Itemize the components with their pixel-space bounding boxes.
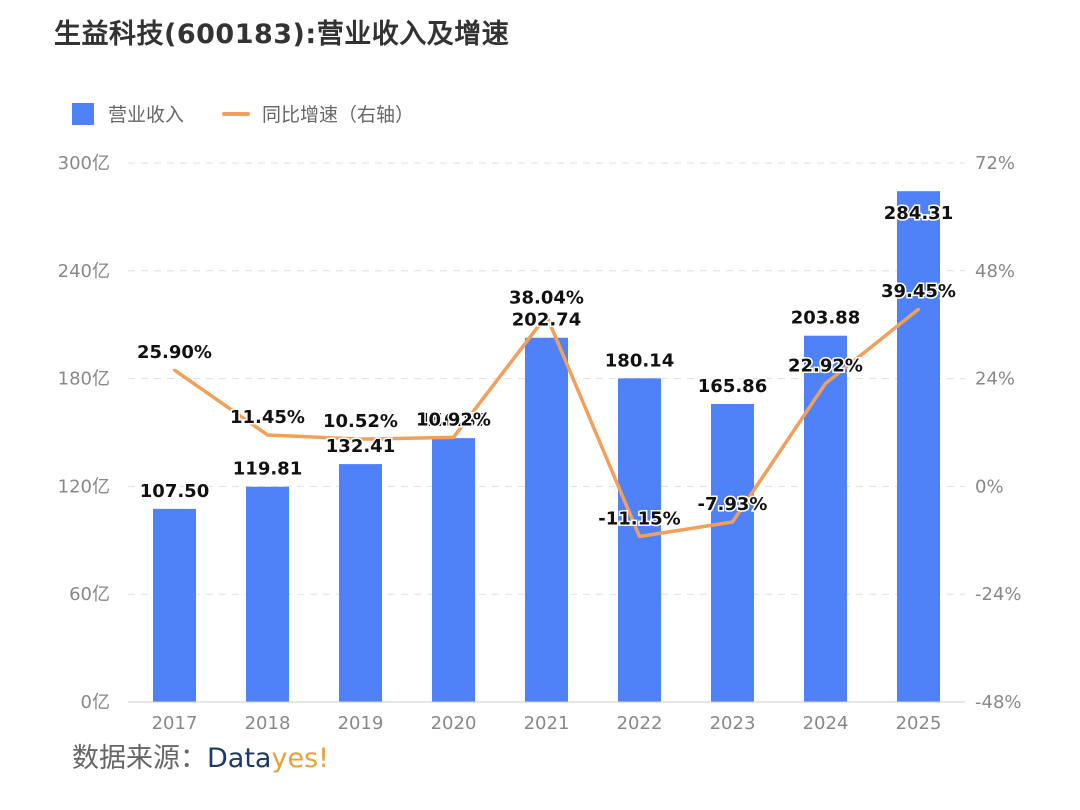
growth-value-label: 25.90% <box>137 342 212 363</box>
growth-value-label: 38.04% <box>509 288 584 309</box>
x-tick-label: 2019 <box>338 713 384 734</box>
bar-value-label: 203.88 <box>791 308 860 329</box>
revenue-bar <box>432 438 475 702</box>
bar-value-label: 119.81 <box>233 459 302 480</box>
growth-point <box>824 381 827 385</box>
growth-value-label: 39.45% <box>881 281 956 302</box>
x-tick-label: 2021 <box>524 713 570 734</box>
growth-value-label: -11.15% <box>598 508 680 529</box>
growth-point <box>452 435 455 439</box>
label-layer: 107.50 119.81 132.41 146.87 202.74 180.14 165.… <box>136 202 958 531</box>
x-tick-label: 2022 <box>617 713 663 734</box>
growth-point <box>917 307 920 311</box>
growth-point <box>173 368 176 372</box>
growth-point <box>638 534 641 538</box>
chart-title: 生益科技(600183):营业收入及增速 <box>54 19 510 50</box>
x-tick-label: 2024 <box>803 713 849 734</box>
bar-value-label: 165.86 <box>698 376 767 397</box>
growth-value-label: -7.93% <box>698 494 768 515</box>
revenue-bar <box>618 378 661 702</box>
line-layer <box>173 307 920 539</box>
revenue-bar <box>153 508 196 702</box>
x-tick-label: 2017 <box>152 713 198 734</box>
axis-layer: 0亿 60亿 120亿 180亿 240亿 300亿 -48% -24% 0% 24% 48% 72%… <box>58 153 1022 734</box>
source-prefix: 数据来源： <box>72 743 207 774</box>
legend: 营业收入 同比增速（右轴） <box>72 100 414 127</box>
y-right-tick-label: -24% <box>975 584 1022 605</box>
growth-value-label: 10.52% <box>323 411 398 432</box>
y-left-tick-label: 60亿 <box>69 584 110 605</box>
y-left-tick-label: 300亿 <box>58 153 110 174</box>
y-right-tick-label: 0% <box>975 476 1004 497</box>
revenue-bar <box>339 464 382 702</box>
revenue-bar <box>804 335 847 702</box>
growth-point <box>359 437 362 441</box>
legend-bar-swatch <box>72 102 94 125</box>
bar-layer <box>153 191 940 702</box>
growth-value-label: 10.92% <box>416 409 491 430</box>
y-right-tick-label: -48% <box>975 692 1022 713</box>
revenue-bar <box>711 404 754 702</box>
bar-value-label: 202.74 <box>512 310 581 331</box>
y-right-tick-label: 72% <box>975 153 1015 174</box>
y-left-tick-label: 0亿 <box>81 692 110 713</box>
legend-line-swatch <box>222 111 251 116</box>
bar-value-label: 146.87 <box>419 410 488 431</box>
x-tick-label: 2023 <box>710 713 756 734</box>
revenue-bar <box>525 337 568 702</box>
growth-point <box>545 314 548 318</box>
bar-value-label: 107.50 <box>140 481 209 502</box>
source-brand-data: Data <box>207 743 272 774</box>
revenue-bar <box>246 486 289 702</box>
revenue-bar <box>897 191 940 702</box>
source-brand-yes: yes! <box>271 743 329 774</box>
growth-point <box>731 520 734 524</box>
x-tick-label: 2025 <box>896 713 942 734</box>
growth-value-label: 11.45% <box>230 407 305 428</box>
bar-value-label: 132.41 <box>326 436 395 457</box>
growth-point <box>266 433 269 437</box>
legend-bar-label: 营业收入 <box>108 104 185 126</box>
y-right-tick-label: 48% <box>975 261 1015 282</box>
growth-value-label: 22.92% <box>788 355 863 376</box>
legend-line-label: 同比增速（右轴） <box>262 104 415 126</box>
x-tick-label: 2020 <box>431 713 477 734</box>
y-left-tick-label: 180亿 <box>58 369 110 390</box>
bar-value-label: 180.14 <box>605 350 674 371</box>
x-tick-label: 2018 <box>245 713 291 734</box>
bar-value-label: 284.31 <box>884 203 953 224</box>
y-left-tick-label: 120亿 <box>58 476 110 497</box>
y-left-tick-label: 240亿 <box>58 261 110 282</box>
y-right-tick-label: 24% <box>975 369 1015 390</box>
data-source: 数据来源：Datayes! <box>72 736 329 775</box>
